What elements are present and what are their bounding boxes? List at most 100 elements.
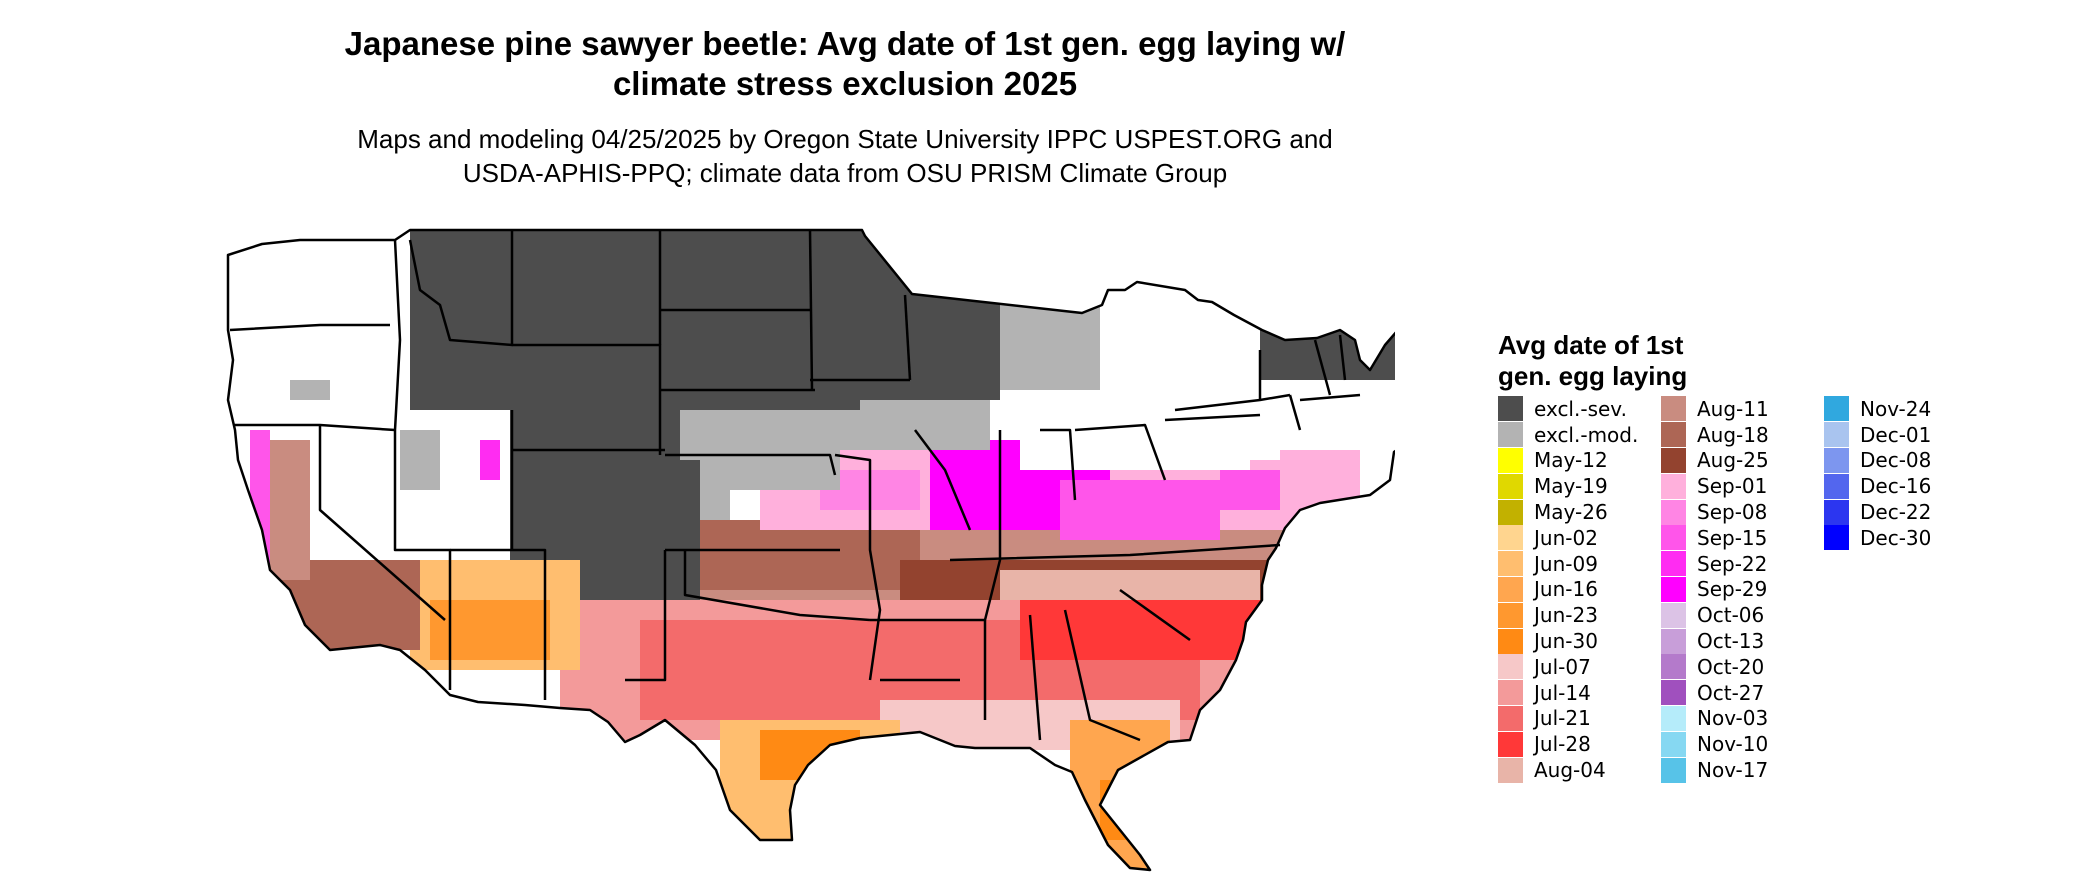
legend-swatch <box>1498 757 1523 783</box>
legend-label: excl.-mod. <box>1534 422 1639 447</box>
legend-swatch <box>1498 551 1523 577</box>
legend-swatch <box>1498 628 1523 654</box>
legend-item: May-19 <box>1498 473 1661 499</box>
legend-item: Jun-09 <box>1498 551 1661 577</box>
legend-item: Dec-01 <box>1824 422 1987 448</box>
legend-item: Aug-04 <box>1498 757 1661 783</box>
us-map <box>226 228 1395 872</box>
legend-item: Dec-08 <box>1824 447 1987 474</box>
legend-swatch <box>1661 757 1686 783</box>
legend-item: Jun-16 <box>1498 576 1661 603</box>
legend-swatch <box>1498 731 1523 757</box>
legend-label: excl.-sev. <box>1534 396 1627 421</box>
legend-label: Nov-24 <box>1860 396 1932 421</box>
map-title: Japanese pine sawyer beetle: Avg date of… <box>344 25 1346 102</box>
legend-swatch <box>1661 680 1686 706</box>
legend-label: Oct-20 <box>1697 654 1765 679</box>
legend-swatch <box>1661 499 1686 525</box>
legend-swatch <box>1498 525 1523 551</box>
legend-item: May-12 <box>1498 447 1661 474</box>
legend-label: Dec-30 <box>1860 525 1932 550</box>
legend-label: Dec-01 <box>1860 422 1932 447</box>
legend-label: Jun-16 <box>1534 577 1598 602</box>
legend-column-1: excl.-sev. excl.-mod. May-12 May-19 May-… <box>1498 396 1661 783</box>
legend-column-3: Nov-24 Dec-01 Dec-08 Dec-16 Dec-22 Dec-3… <box>1824 396 1987 783</box>
legend-swatch <box>1824 396 1849 422</box>
legend-label: Sep-29 <box>1697 577 1768 602</box>
legend-column-2: Aug-11 Aug-18 Aug-25 Sep-01 Sep-08 Sep-1… <box>1661 396 1824 783</box>
legend-item: Dec-22 <box>1824 499 1987 525</box>
legend-label: Sep-01 <box>1697 474 1768 499</box>
legend-item: Nov-17 <box>1661 757 1824 783</box>
legend-item: Nov-10 <box>1661 731 1824 757</box>
legend: excl.-sev. excl.-mod. May-12 May-19 May-… <box>1498 396 1987 783</box>
legend-swatch <box>1661 576 1686 602</box>
legend-label: Oct-27 <box>1697 680 1765 705</box>
legend-item: Jul-07 <box>1498 654 1661 680</box>
legend-label: Oct-13 <box>1697 629 1765 654</box>
legend-item: Jun-02 <box>1498 525 1661 551</box>
legend-item: Jul-28 <box>1498 731 1661 757</box>
legend-label: Dec-08 <box>1860 448 1932 473</box>
legend-label: May-26 <box>1534 500 1608 525</box>
legend-swatch <box>1498 422 1523 448</box>
legend-item: Jun-23 <box>1498 602 1661 628</box>
legend-swatch <box>1498 396 1523 422</box>
legend-label: Jun-30 <box>1534 629 1598 654</box>
legend-item: Sep-29 <box>1661 576 1824 603</box>
legend-swatch <box>1661 422 1686 448</box>
legend-item: Sep-08 <box>1661 499 1824 525</box>
legend-item: Nov-03 <box>1661 705 1824 732</box>
legend-swatch <box>1824 473 1849 499</box>
legend-swatch <box>1661 628 1686 654</box>
legend-item: Oct-13 <box>1661 628 1824 654</box>
legend-item: Dec-30 <box>1824 525 1987 551</box>
legend-label: Sep-22 <box>1697 551 1768 576</box>
legend-swatch <box>1661 705 1686 731</box>
legend-swatch <box>1824 422 1849 448</box>
legend-item: Jul-21 <box>1498 705 1661 732</box>
legend-item: Oct-20 <box>1661 654 1824 680</box>
legend-label: Aug-25 <box>1697 448 1769 473</box>
legend-label: Jul-14 <box>1534 680 1591 705</box>
legend-label: Jul-28 <box>1534 732 1591 757</box>
legend-swatch <box>1498 447 1523 473</box>
legend-label: Jun-09 <box>1534 551 1598 576</box>
legend-label: Aug-11 <box>1697 396 1769 421</box>
legend-swatch <box>1824 525 1849 551</box>
legend-label: Jul-21 <box>1534 706 1591 731</box>
legend-label: May-19 <box>1534 474 1608 499</box>
legend-label: Nov-03 <box>1697 706 1769 731</box>
legend-item: Nov-24 <box>1824 396 1987 422</box>
legend-item: Sep-01 <box>1661 473 1824 499</box>
legend-swatch <box>1498 499 1523 525</box>
legend-swatch <box>1661 473 1686 499</box>
legend-label: Jun-23 <box>1534 603 1598 628</box>
legend-item: Oct-06 <box>1661 602 1824 628</box>
legend-label: Jun-02 <box>1534 525 1598 550</box>
legend-label: Dec-16 <box>1860 474 1932 499</box>
legend-item: Aug-18 <box>1661 422 1824 448</box>
legend-label: Dec-22 <box>1860 500 1932 525</box>
legend-item: Oct-27 <box>1661 680 1824 706</box>
legend-swatch <box>1498 705 1523 731</box>
legend-swatch <box>1824 447 1849 473</box>
legend-swatch <box>1498 576 1523 602</box>
legend-item: Sep-22 <box>1661 551 1824 577</box>
legend-title: Avg date of 1st gen. egg laying <box>1498 330 1688 391</box>
map-subtitle: Maps and modeling 04/25/2025 by Oregon S… <box>357 124 1333 188</box>
legend-item: Aug-11 <box>1661 396 1824 422</box>
legend-swatch <box>1661 602 1686 628</box>
legend-item: Sep-15 <box>1661 525 1824 551</box>
legend-item: excl.-mod. <box>1498 422 1661 448</box>
legend-label: Aug-18 <box>1697 422 1769 447</box>
legend-swatch <box>1661 447 1686 473</box>
legend-label: May-12 <box>1534 448 1608 473</box>
legend-label: Nov-17 <box>1697 758 1769 783</box>
legend-swatch <box>1498 473 1523 499</box>
legend-label: Oct-06 <box>1697 603 1765 628</box>
legend-swatch <box>1824 499 1849 525</box>
legend-swatch <box>1498 654 1523 680</box>
legend-label: Jul-07 <box>1534 654 1591 679</box>
legend-swatch <box>1498 602 1523 628</box>
